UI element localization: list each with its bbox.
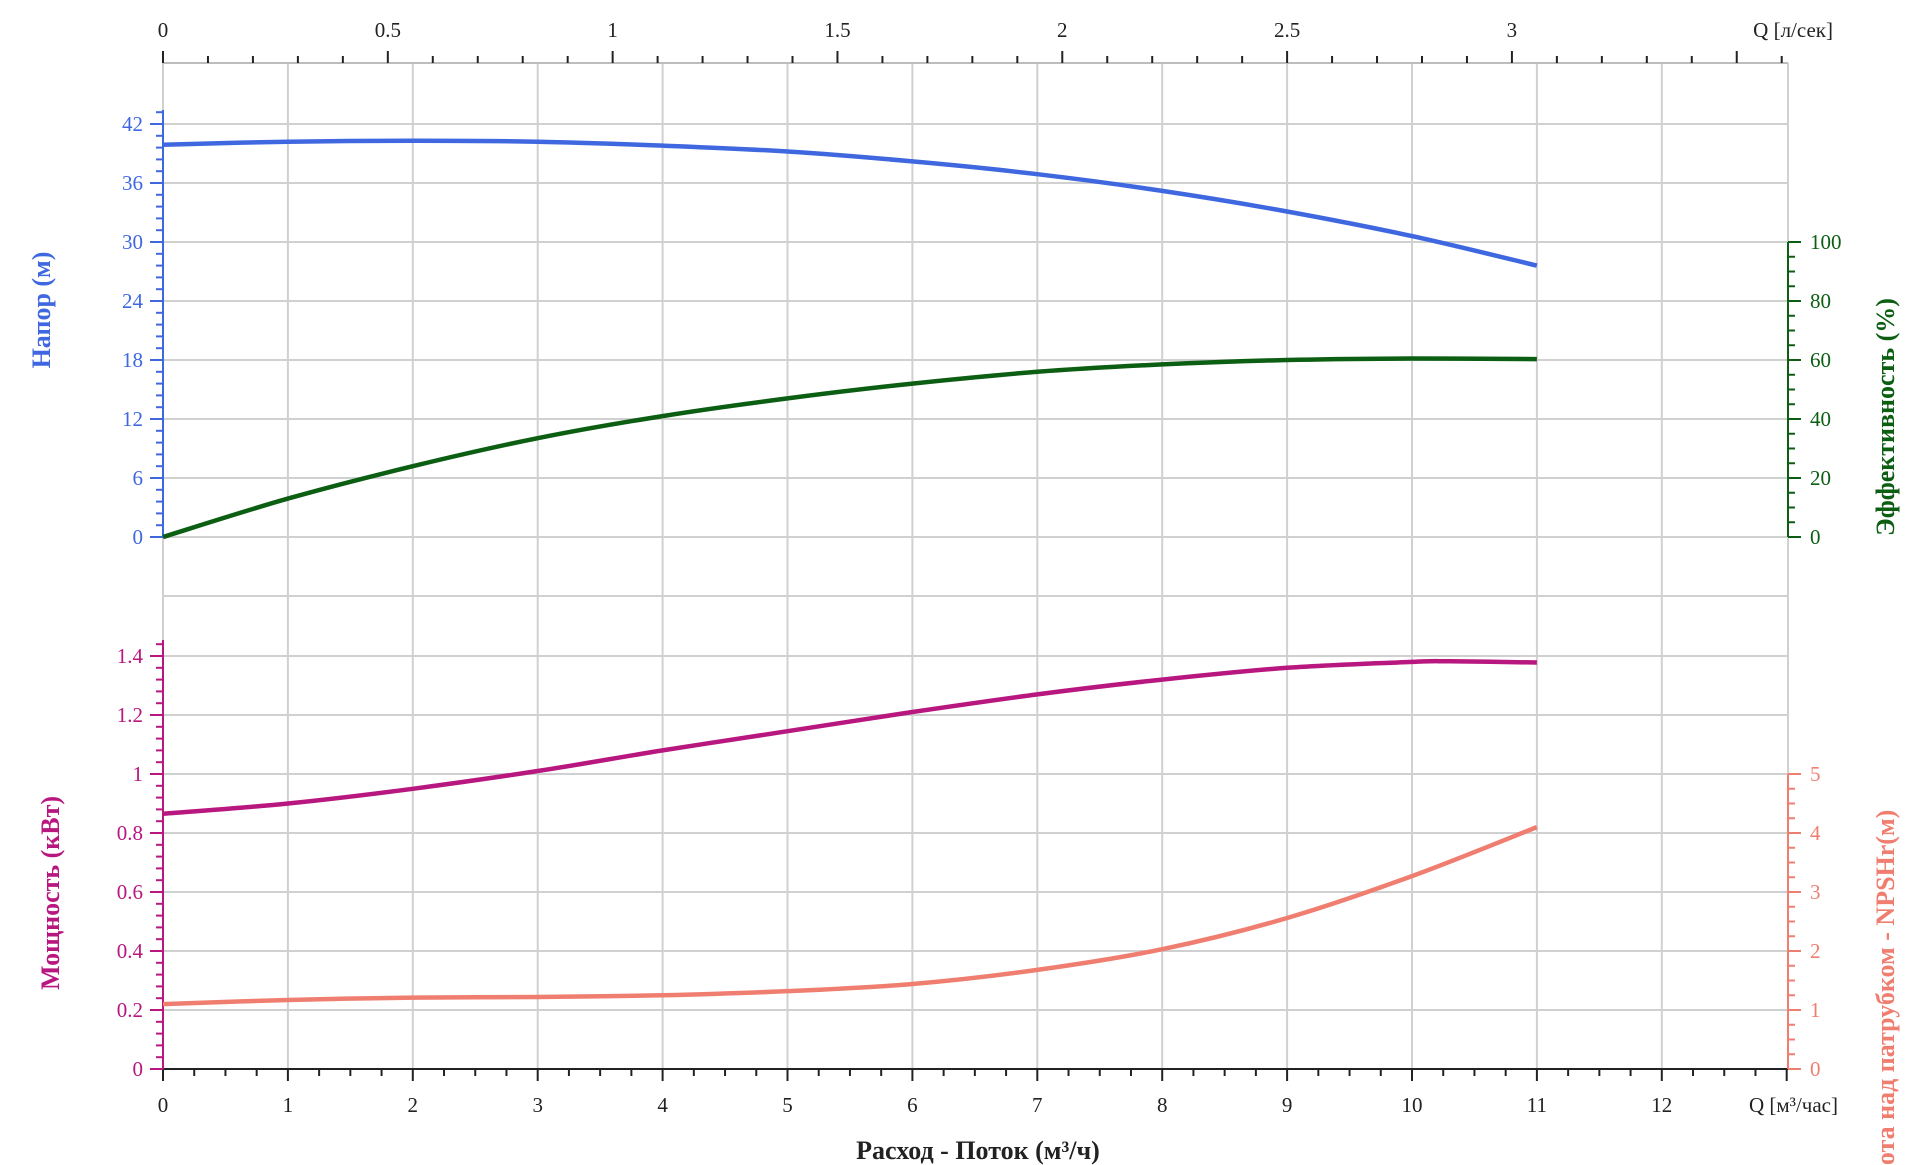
efficiency-axis-tick-label: 100 [1810, 230, 1842, 254]
bottom-axis-tick-label: 9 [1282, 1093, 1293, 1117]
efficiency-axis-tick-label: 0 [1810, 525, 1821, 549]
head-axis-tick-label: 30 [122, 230, 143, 254]
grid [162, 63, 1789, 1070]
efficiency-curve [162, 356, 1537, 540]
head-axis-tick-label: 24 [122, 289, 144, 313]
bottom-axis-tick-label: 4 [657, 1093, 668, 1117]
top-axis-tick-label: 2 [1057, 18, 1068, 42]
bottom-axis-tick-label: 3 [532, 1093, 543, 1117]
top-axis-unit-label: Q [л/сек] [1753, 18, 1833, 42]
bottom-axis-tick-label: 2 [408, 1093, 419, 1117]
bottom-axis-unit-label: Q [м³/час] [1749, 1093, 1838, 1117]
npsh-curve [162, 825, 1538, 1007]
bottom-axis-tick-label: 0 [158, 1093, 169, 1117]
head-axis-tick-label: 36 [122, 171, 143, 195]
tick-labels: 0 0.5 1 1.5 2 2.5 30 1 2 3 4 5 6 7 8 9 10 11 1206121824303… [117, 18, 1842, 1117]
bottom-axis-tick-label: 5 [782, 1093, 793, 1117]
bottom-axis-tick-label: 8 [1157, 1093, 1168, 1117]
bottom-axis-tick-label: 10 [1402, 1093, 1423, 1117]
efficiency-axis-tick-label: 40 [1810, 407, 1831, 431]
top-axis-tick-label: 1 [607, 18, 618, 42]
bottom-axis-tick-label: 7 [1032, 1093, 1043, 1117]
power-axis-tick-label: 1.4 [117, 644, 144, 668]
npsh-axis-tick-label: 5 [1810, 762, 1821, 786]
head-axis-tick-label: 0 [133, 525, 144, 549]
power-curve [162, 658, 1537, 817]
power-axis-tick-label: 1.2 [117, 703, 143, 727]
head-axis-title: Напор (м) [27, 252, 56, 369]
bottom-axis-tick-label: 11 [1527, 1093, 1547, 1117]
power-axis-tick-label: 0.4 [117, 939, 144, 963]
power-axis-tick-label: 0.6 [117, 880, 143, 904]
power-axis-title: Мощность (кВт) [36, 796, 65, 990]
head-curve [162, 138, 1538, 268]
axes [150, 51, 1801, 1081]
power-axis-tick-label: 0.2 [117, 998, 143, 1022]
top-axis-tick-label: 0 [158, 18, 169, 42]
top-axis-tick-label: 1.5 [824, 18, 850, 42]
head-axis-tick-label: 6 [133, 466, 144, 490]
npsh-axis-tick-label: 2 [1810, 939, 1821, 963]
top-axis-tick-label: 2.5 [1274, 18, 1300, 42]
npsh-axis-tick-label: 0 [1810, 1057, 1821, 1081]
bottom-axis-tick-label: 6 [907, 1093, 918, 1117]
efficiency-axis-tick-label: 60 [1810, 348, 1831, 372]
power-axis-tick-label: 0 [133, 1057, 144, 1081]
efficiency-axis-tick-label: 20 [1810, 466, 1831, 490]
efficiency-axis-tick-label: 80 [1810, 289, 1831, 313]
npsh-axis-tick-label: 3 [1810, 880, 1821, 904]
bottom-axis-tick-label: 12 [1651, 1093, 1672, 1117]
bottom-axis-tick-label: 1 [283, 1093, 294, 1117]
npsh-axis-title: Высота над патрубком - NPSHr(м) [1871, 810, 1900, 1165]
bottom-axis-title: Расход - Поток (м³/ч) [856, 1136, 1100, 1165]
efficiency-axis-title: Эффективность (%) [1871, 298, 1900, 536]
npsh-axis-tick-label: 4 [1810, 821, 1821, 845]
head-axis-tick-label: 12 [122, 407, 143, 431]
npsh-axis-tick-label: 1 [1810, 998, 1821, 1022]
head-axis-tick-label: 42 [122, 112, 143, 136]
head-axis-tick-label: 18 [122, 348, 143, 372]
top-axis-tick-label: 3 [1507, 18, 1518, 42]
power-axis-tick-label: 0.8 [117, 821, 143, 845]
series-curves [162, 138, 1538, 1007]
top-axis-tick-label: 0.5 [375, 18, 401, 42]
power-axis-tick-label: 1 [133, 762, 144, 786]
